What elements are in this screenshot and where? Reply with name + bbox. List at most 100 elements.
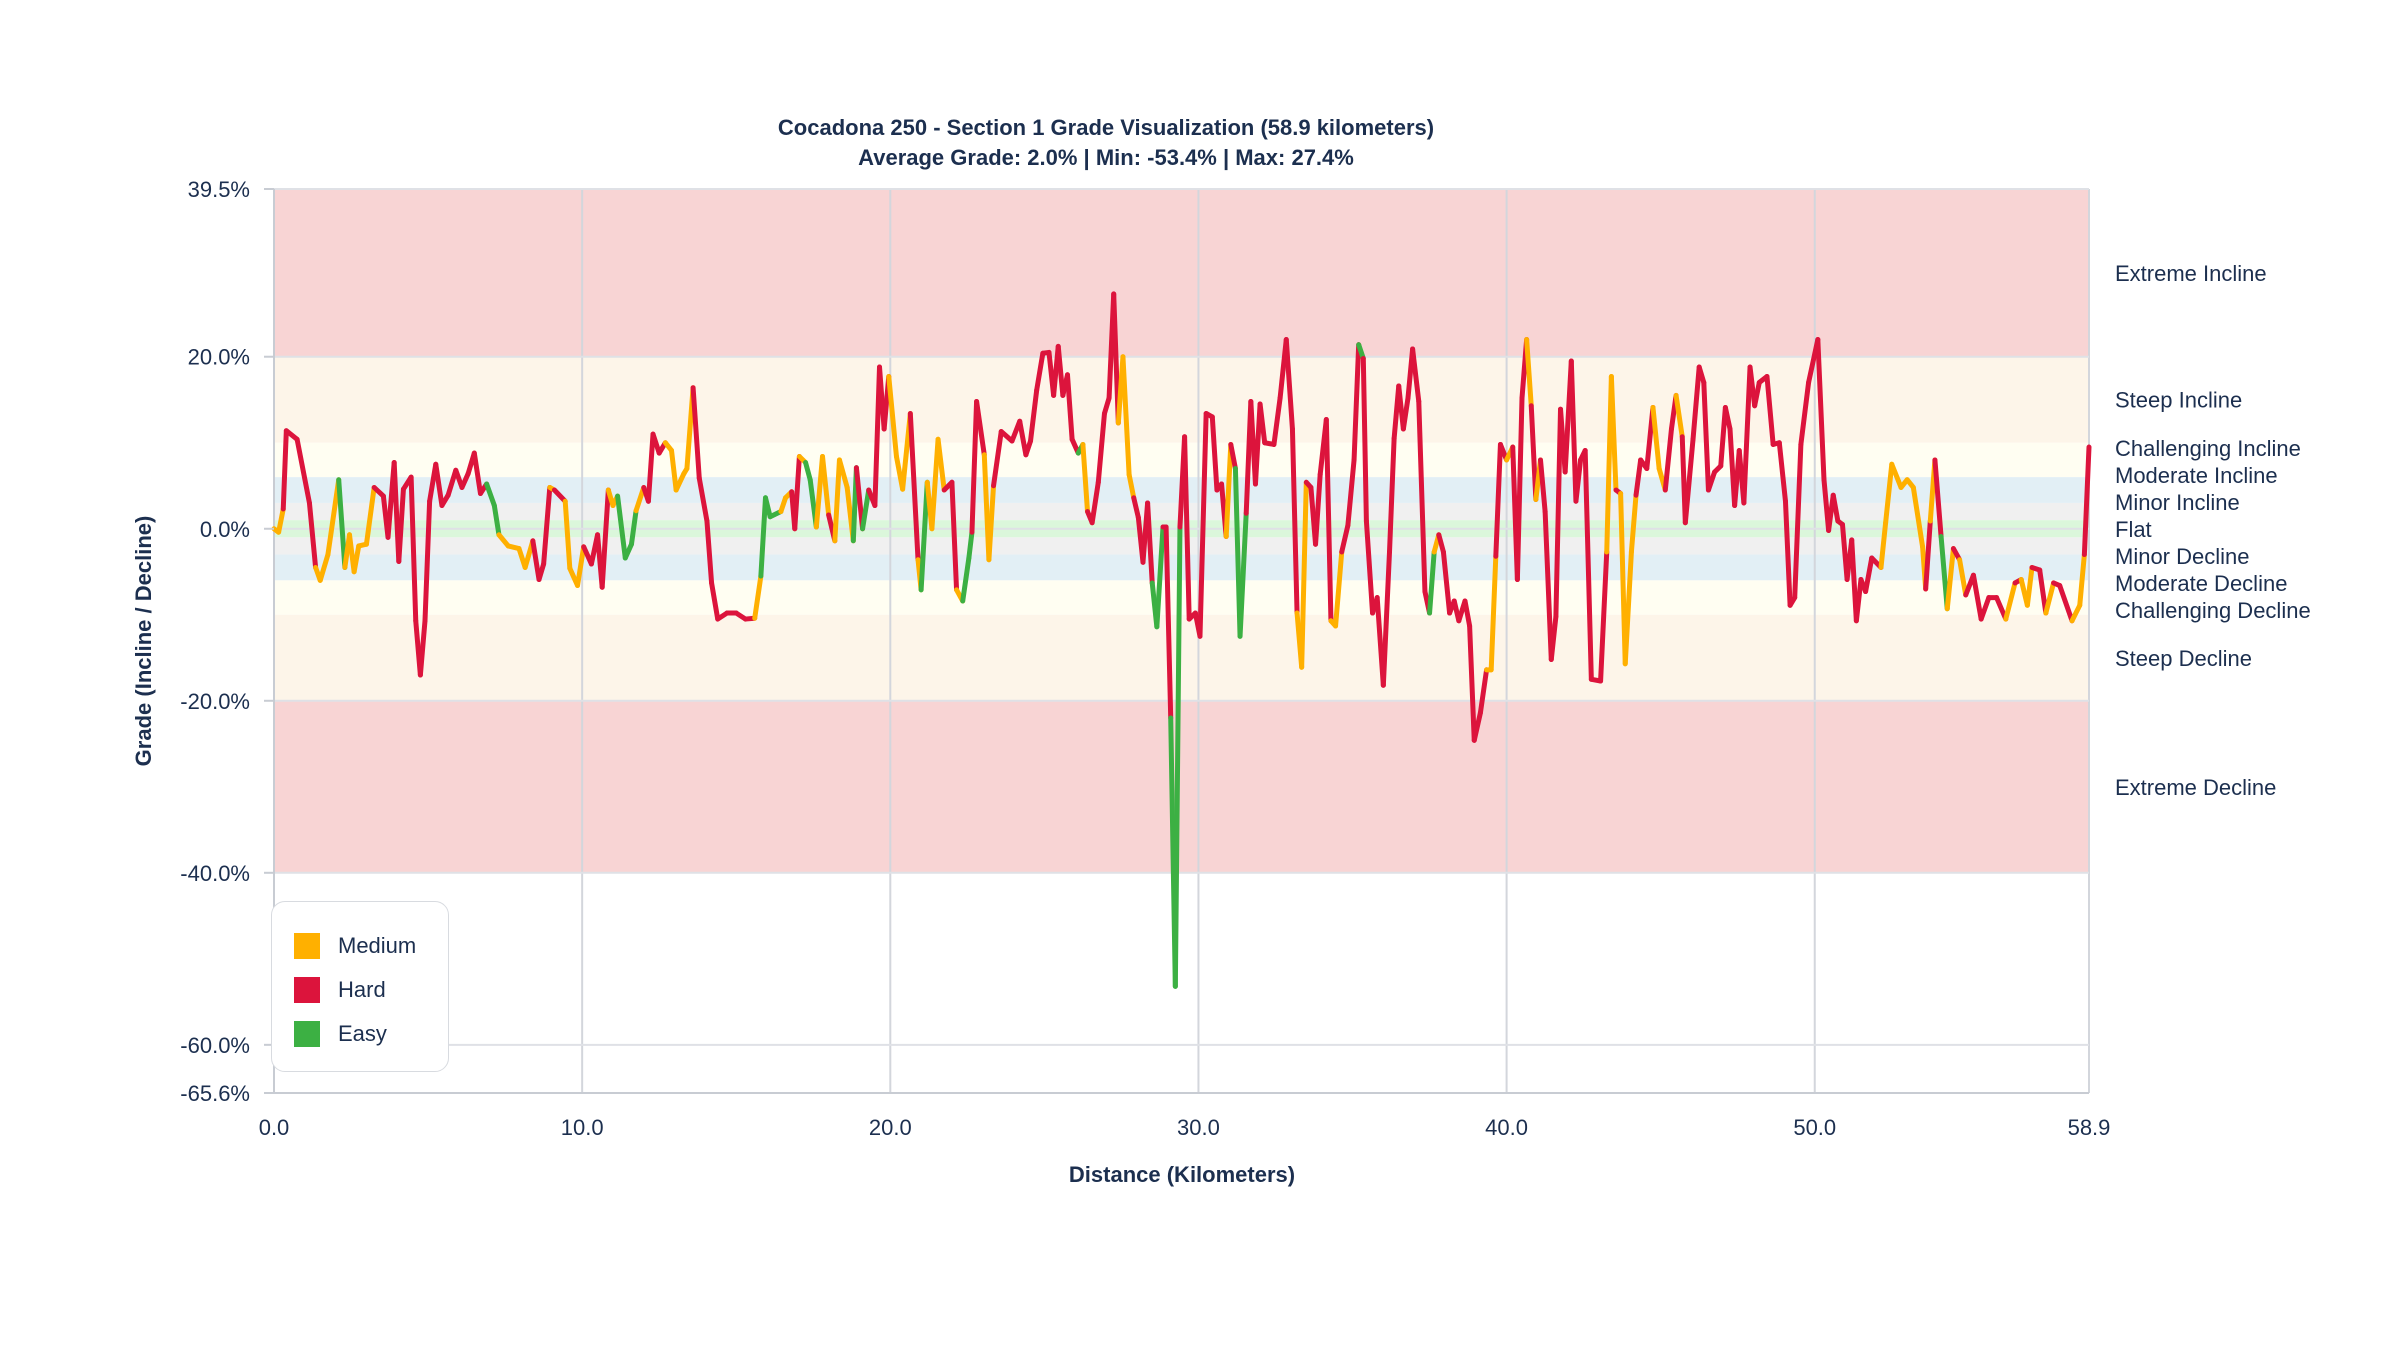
band-labels: Extreme Incline Steep Incline Challenging … (2115, 261, 2311, 800)
grade-segment (1628, 492, 1639, 555)
band-label: Challenging Decline (2115, 598, 2311, 623)
grade-segment (1514, 395, 1525, 583)
grade-segment (1682, 436, 1696, 526)
grade-segment (2043, 580, 2057, 616)
legend-item-hard[interactable]: Hard (294, 968, 448, 1012)
grade-segment (1427, 549, 1437, 616)
grade-segment (1299, 479, 1309, 670)
grade-segment (1360, 355, 1369, 524)
grade-segment (1028, 387, 1040, 444)
band-label: Extreme Decline (2115, 775, 2276, 800)
grade-segment (471, 450, 483, 496)
grade-segment (696, 475, 710, 524)
grade-segment (1380, 549, 1393, 688)
legend-item-medium[interactable]: Medium (294, 924, 448, 968)
grade-segment (294, 436, 312, 506)
y-axis-title: Grade (Incline / Decline) (131, 516, 156, 767)
grade-segment (1598, 549, 1610, 684)
easy-swatch-icon (294, 1021, 320, 1047)
grade-segment (1339, 522, 1351, 555)
grade-segment (1889, 461, 1904, 490)
grade-segment (1798, 380, 1812, 447)
band-label: Steep Incline (2115, 388, 2242, 413)
grade-segment (1622, 549, 1634, 667)
legend-item-easy[interactable]: Easy (294, 1012, 448, 1056)
grade-segment (820, 454, 832, 518)
grade-segment (1573, 457, 1584, 504)
grade-segment (1673, 392, 1685, 440)
band-steep-decline (274, 614, 2089, 701)
grade-segment (860, 487, 872, 532)
band-label: Moderate Decline (2115, 571, 2287, 596)
grade-line (271, 291, 2092, 989)
band-label: Minor Incline (2115, 490, 2240, 515)
grade-segment (1582, 447, 1594, 682)
grade-segment (1528, 403, 1539, 503)
grade-segment (929, 436, 941, 532)
x-tick-label: 10.0 (561, 1115, 604, 1140)
x-axis-title: Distance (Kilometers) (1069, 1162, 1295, 1187)
grade-segment (1488, 553, 1499, 673)
grade-segment (836, 457, 850, 490)
grade-segment (628, 508, 639, 547)
grade-segment (1944, 546, 1956, 612)
band-extreme-incline (274, 189, 2089, 357)
y-axis-ticks: 39.5% 20.0% 0.0% -20.0% -40.0% -60.0% -65.6% (180, 177, 274, 1106)
grade-segment (1662, 426, 1674, 493)
grade-segment (1633, 457, 1644, 498)
grade-segment (991, 429, 1004, 489)
band-label: Moderate Incline (2115, 463, 2278, 488)
grade-segment (1650, 404, 1662, 472)
grade-segment (306, 500, 319, 570)
medium-swatch-icon (294, 933, 320, 959)
grade-segment (433, 461, 445, 509)
grade-segment (1923, 518, 1933, 592)
band-label: Steep Decline (2115, 646, 2252, 671)
grade-segment (408, 474, 419, 624)
grade-segment (541, 484, 553, 567)
grade-segment (1776, 440, 1788, 504)
grade-segment (1467, 623, 1477, 743)
grade-segment (491, 503, 502, 538)
grade-segment (1537, 457, 1548, 515)
grade-segment (907, 410, 921, 563)
grade-segment (1126, 472, 1137, 501)
grade-segment (1034, 350, 1046, 393)
grade-segment (1154, 524, 1166, 630)
grade-segment (1064, 372, 1075, 442)
grade-segment (1477, 667, 1490, 716)
grade-segment (1257, 401, 1268, 446)
grade-segment (1853, 577, 1864, 624)
grade-segment (1471, 710, 1483, 743)
grade-segment (704, 518, 715, 586)
grade-segment (1696, 364, 1707, 386)
x-tick-label: 50.0 (1793, 1115, 1836, 1140)
grade-segment (445, 467, 459, 498)
grade-segment (1120, 354, 1132, 478)
band-extreme-decline (274, 700, 2089, 873)
grade-segment (669, 447, 679, 493)
grade-segment (709, 580, 721, 622)
grade-segment (2024, 564, 2035, 608)
grade-segment (422, 498, 433, 624)
grade-segment (1131, 495, 1141, 521)
grade-segment (1345, 457, 1357, 528)
grade-segment (536, 561, 547, 583)
x-tick-label: 40.0 (1485, 1115, 1528, 1140)
grade-segment (1351, 342, 1362, 463)
grade-segment (1970, 572, 1984, 622)
y-tick-label: 20.0% (188, 345, 250, 370)
grade-segment (1705, 469, 1718, 493)
grade-segment (803, 460, 813, 483)
band-label: Minor Decline (2115, 544, 2250, 569)
x-axis-ticks: 0.0 10.0 20.0 30.0 40.0 50.0 58.9 (259, 1115, 2111, 1140)
grade-segment (1333, 549, 1345, 629)
grade-segment (417, 618, 428, 678)
grade-segment (1764, 374, 1776, 447)
grade-segment (949, 479, 960, 593)
grade-segment (551, 487, 568, 504)
grade-segment (1718, 404, 1728, 469)
band-label: Challenging Incline (2115, 436, 2301, 461)
grade-segment (317, 552, 331, 583)
grade-segment (1792, 441, 1804, 601)
